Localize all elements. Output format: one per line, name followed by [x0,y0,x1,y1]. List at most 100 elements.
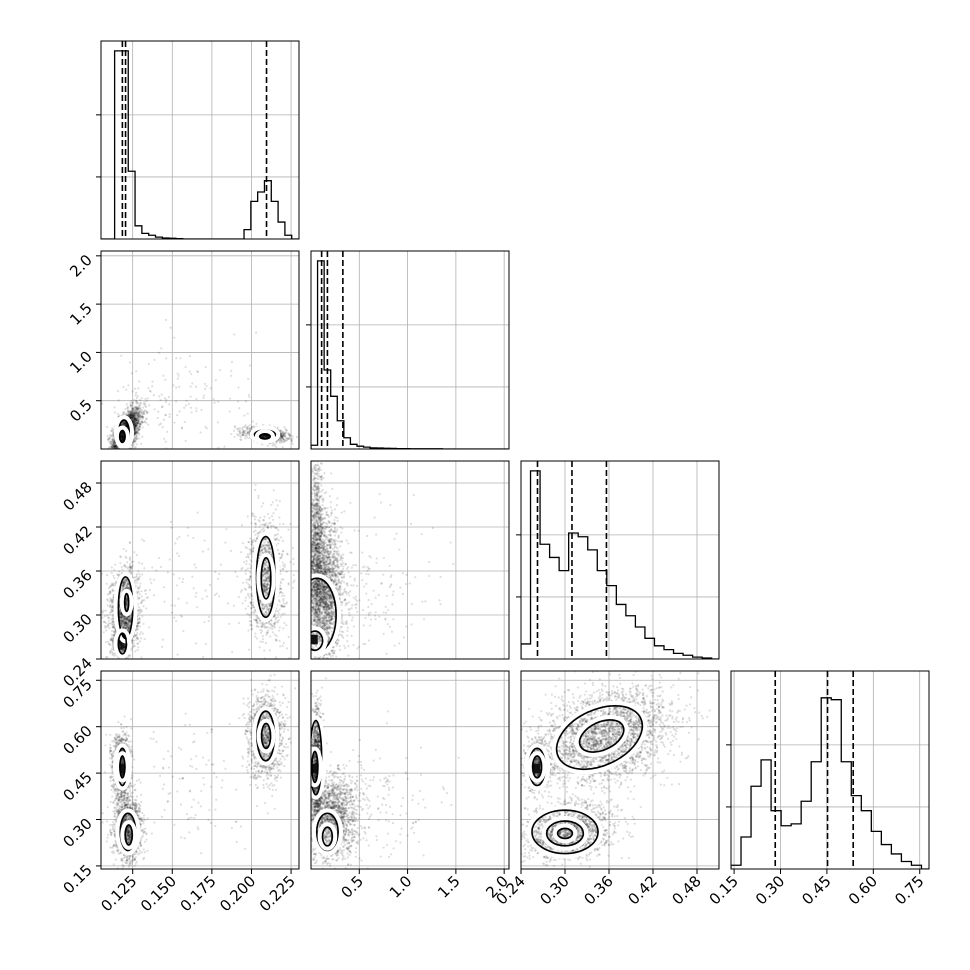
sample-point [135,409,139,412]
sample-point [137,628,140,631]
sample-point [135,396,139,400]
sample-point [114,445,117,448]
sample-point [141,417,144,420]
sample-point [127,619,130,622]
sample-point [139,413,142,417]
sample-point [133,416,136,419]
sample-point [285,429,288,432]
sample-point [136,414,139,417]
sample-point [122,423,126,426]
sample-point [113,445,116,448]
sample-point [242,430,245,433]
sample-point [137,415,140,418]
sample-point [133,416,136,419]
sample-point [126,617,129,620]
panel-0-0 [96,40,300,240]
sample-point [122,584,125,587]
sample-point [223,445,226,448]
sample-point [101,402,104,405]
sample-point [289,435,292,438]
sample-point [125,583,128,586]
sample-point [111,599,114,602]
panel-frame [100,250,300,450]
sample-point [123,564,126,567]
sample-point [134,431,137,434]
sample-point [133,423,136,427]
sample-point [137,432,140,435]
sample-point [133,424,137,427]
sample-point [289,438,293,441]
sample-point [241,428,244,431]
sample-point [125,586,128,590]
sample-point [112,446,115,449]
sample-point [121,438,124,441]
sample-point [190,373,193,376]
sample-point [125,586,128,590]
sample-point [128,414,131,418]
sample-point [280,434,283,438]
sample-point [174,400,178,403]
sample-point [126,410,130,413]
sample-point [120,614,123,617]
sample-point [145,405,148,409]
sample-point [133,432,136,435]
sample-point [121,436,124,440]
sample-point [164,378,167,381]
sample-point [137,646,140,649]
sample-point [132,412,135,415]
sample-point [196,370,199,373]
sample-point [134,425,137,428]
sample-point [122,422,126,425]
sample-point [135,416,138,419]
sample-point [263,435,266,438]
sample-point [102,609,105,612]
sample-point [136,407,140,410]
sample-point [121,437,124,440]
sample-point [282,437,285,440]
sample-point [121,422,124,425]
sample-point [106,437,110,441]
sample-point [116,390,120,393]
sample-point [131,419,134,422]
sample-point [111,609,114,613]
sample-point [137,419,140,422]
sample-point [122,422,125,426]
sample-point [133,424,136,427]
sample-point [108,441,111,444]
sample-point [122,421,125,424]
sample-point [114,445,117,448]
sample-point [159,398,162,402]
sample-point [138,606,141,609]
sample-point [132,409,135,412]
sample-point [121,622,125,625]
sample-point [118,573,121,576]
sample-point [132,414,135,417]
sample-point [138,415,141,418]
sample-point [141,435,144,438]
sample-point [129,411,132,415]
sample-point [137,620,140,623]
sample-point [119,611,123,615]
sample-point [111,444,114,447]
sample-point [280,434,283,438]
sample-point [279,437,282,440]
sample-point [108,626,111,630]
sample-point [138,415,142,418]
sample-point [157,410,160,413]
sample-point [134,432,137,435]
sample-point [244,400,248,403]
sample-point [128,414,132,417]
sample-point [132,423,136,426]
sample-point [135,436,138,439]
sample-point [230,369,233,373]
sample-point [105,655,108,659]
sample-point [139,420,143,423]
sample-point [264,434,267,438]
sample-point [279,429,282,432]
sample-point [131,417,134,420]
sample-point [124,412,127,415]
sample-point [131,410,134,413]
sample-point [135,418,138,421]
sample-point [130,411,133,414]
sample-point [134,446,137,449]
